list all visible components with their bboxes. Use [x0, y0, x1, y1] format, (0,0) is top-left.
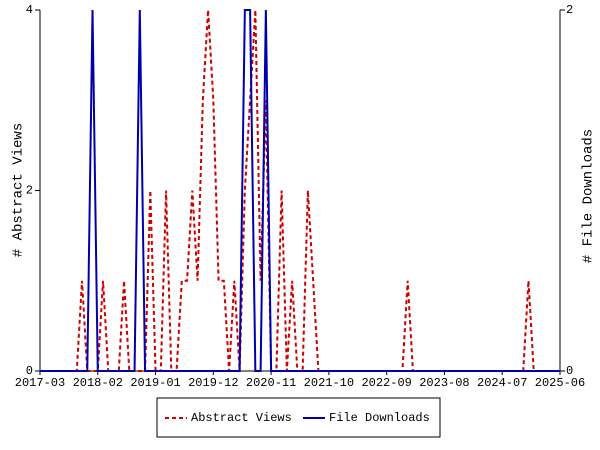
y-axis-label: # Abstract Views	[11, 123, 27, 257]
y-tick-label: 2	[26, 184, 33, 198]
x-tick-label: 2018-02	[73, 376, 123, 390]
y2-axis-label: # File Downloads	[581, 129, 597, 263]
x-tick-label: 2021-10	[304, 376, 354, 390]
x-tick-label: 2019-12	[188, 376, 238, 390]
y2-tick-label: 0	[566, 364, 573, 378]
x-tick-label: 2017-03	[15, 376, 65, 390]
x-tick-label: 2024-07	[477, 376, 527, 390]
x-tick-label: 2025-06	[535, 376, 585, 390]
x-tick-label: 2022-09	[361, 376, 411, 390]
x-tick-label: 2020-11	[246, 376, 296, 390]
series-line	[40, 9, 560, 372]
legend-box	[156, 397, 441, 438]
x-tick-label: 2023-08	[419, 376, 469, 390]
y2-tick-label: 2	[566, 3, 573, 17]
y-tick-label: 4	[26, 3, 33, 17]
series-line	[40, 9, 560, 372]
legend-label: File Downloads	[329, 411, 430, 425]
legend-label: Abstract Views	[191, 411, 292, 425]
y-tick-label: 0	[26, 364, 33, 378]
x-tick-label: 2019-01	[130, 376, 180, 390]
